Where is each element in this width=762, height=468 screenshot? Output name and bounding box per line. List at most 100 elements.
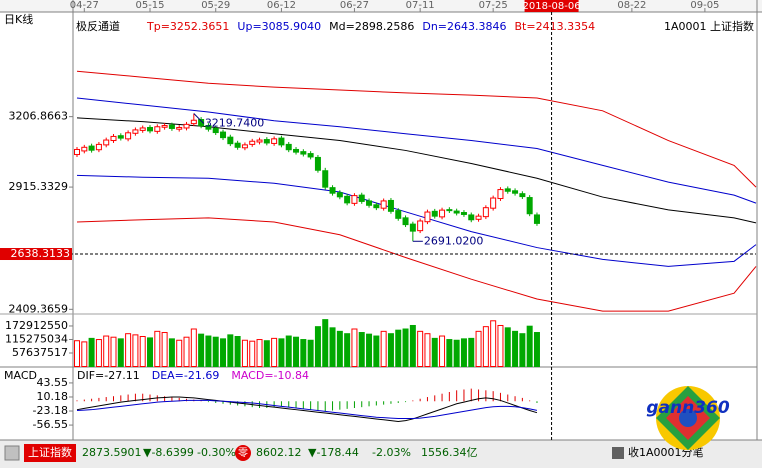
candle-body [278,137,285,146]
volume-bar [460,338,467,367]
y-tick-label: -56.55 [33,418,68,431]
volume-bar [402,328,409,367]
candle-body [329,187,336,194]
candle-body [533,214,540,224]
legend-entry: Md=2898.2586 [329,20,414,33]
volume-bar [387,333,394,367]
volume-bar [512,330,519,367]
logo-core [679,409,697,427]
menu-icon[interactable] [4,445,20,461]
volume-bar [453,339,460,367]
channel-line [76,117,757,224]
annotation-leader [193,113,205,124]
legend-entry: DEA=-21.69 [152,369,220,382]
volume-bar [504,327,511,367]
status-icon-bg [235,445,251,461]
status-price: 2873.5901 [82,446,142,459]
y-tick-label: 115275034 [5,332,68,345]
symbol-label: 1A0001 上证指数 [664,19,754,33]
y-tick-label: 3206.8663 [9,110,69,123]
volume-bar [417,330,424,367]
legend-entry: Tp=3252.3651 [146,20,229,33]
candle-body [344,195,351,204]
volume-bar [278,338,285,367]
volume-bar [300,339,307,367]
volume-bar [322,319,329,367]
channel-line [76,70,757,188]
legend-entry: MACD=-10.84 [231,369,309,382]
y-tick-label: -23.18 [33,404,68,417]
candle-body [74,148,80,156]
volume-bar [409,324,416,367]
candle-body [424,211,431,223]
x-tick-label: 05-29 [201,0,230,11]
candle-body [512,190,519,194]
candle-body [176,126,183,130]
legend-entry: Up=3085.9040 [237,20,321,33]
y-tick-label: 2915.3329 [9,180,69,193]
y-tick-label: 2409.3659 [9,302,69,315]
period-label: 日K线 [4,12,33,26]
candle-body [190,119,197,125]
annotation: 2691.0200 [424,234,484,247]
volume-bar [212,336,219,367]
status-amount: 1556.34亿 [421,446,478,459]
candle-body [307,153,314,158]
volume-bar [183,336,190,367]
status-pct: -0.30% [197,446,236,459]
candle-body [168,124,175,129]
cursor-date: 2018-08-06 [523,1,581,12]
volume-bar [490,320,497,367]
volume-bar [125,333,132,367]
candle-body [482,207,489,218]
status-price2: 8602.12 [256,446,302,459]
logo: gann360 [646,386,730,450]
candle-body [249,140,256,145]
candle-body [358,194,365,202]
status-change: ▼-8.6399 [143,446,194,459]
index-badge[interactable] [24,444,76,462]
candle-body [519,193,526,198]
legend-entry: DIF=-27.11 [77,369,140,382]
volume-bar [314,326,321,367]
candle-body [409,223,416,232]
candle-body [183,123,190,129]
volume-bar [380,330,387,367]
legend-entry: Bt=2413.3354 [515,20,596,33]
volume-bar [271,337,278,367]
candle-body [300,151,307,155]
volume-bar [95,339,102,367]
candle-body [431,210,438,217]
status-change2: ▼-178.44 [308,446,359,459]
volume-bar [285,335,292,367]
candle-body [227,136,234,145]
x-tick-label: 07-11 [406,0,435,11]
candle-body [95,143,102,151]
volume-bar [329,327,336,367]
candle-body [88,145,95,151]
macd-title: MACD [4,369,37,382]
volume-bar [336,330,343,367]
x-tick-label: 07-25 [479,0,508,11]
volume-bar [293,336,300,367]
candle-body [263,139,270,144]
channel-line [76,217,757,312]
candle-body [293,148,300,153]
volume-bar [373,335,380,367]
volume-bar [139,336,146,367]
volume-bar [468,337,475,367]
y-tick-label: 172912550 [5,319,68,332]
sound-icon[interactable] [612,447,624,459]
index-name[interactable]: 上证指数 [28,445,72,459]
volume-bar [358,332,365,367]
cursor-date-bg [524,0,579,12]
candle-body [497,189,504,200]
channel-line [76,174,757,267]
volume-bar [424,333,431,367]
y-tick-label: 57637517 [12,346,68,359]
candle-body [154,126,161,132]
candle-body [453,210,460,214]
candle-body [212,127,219,134]
